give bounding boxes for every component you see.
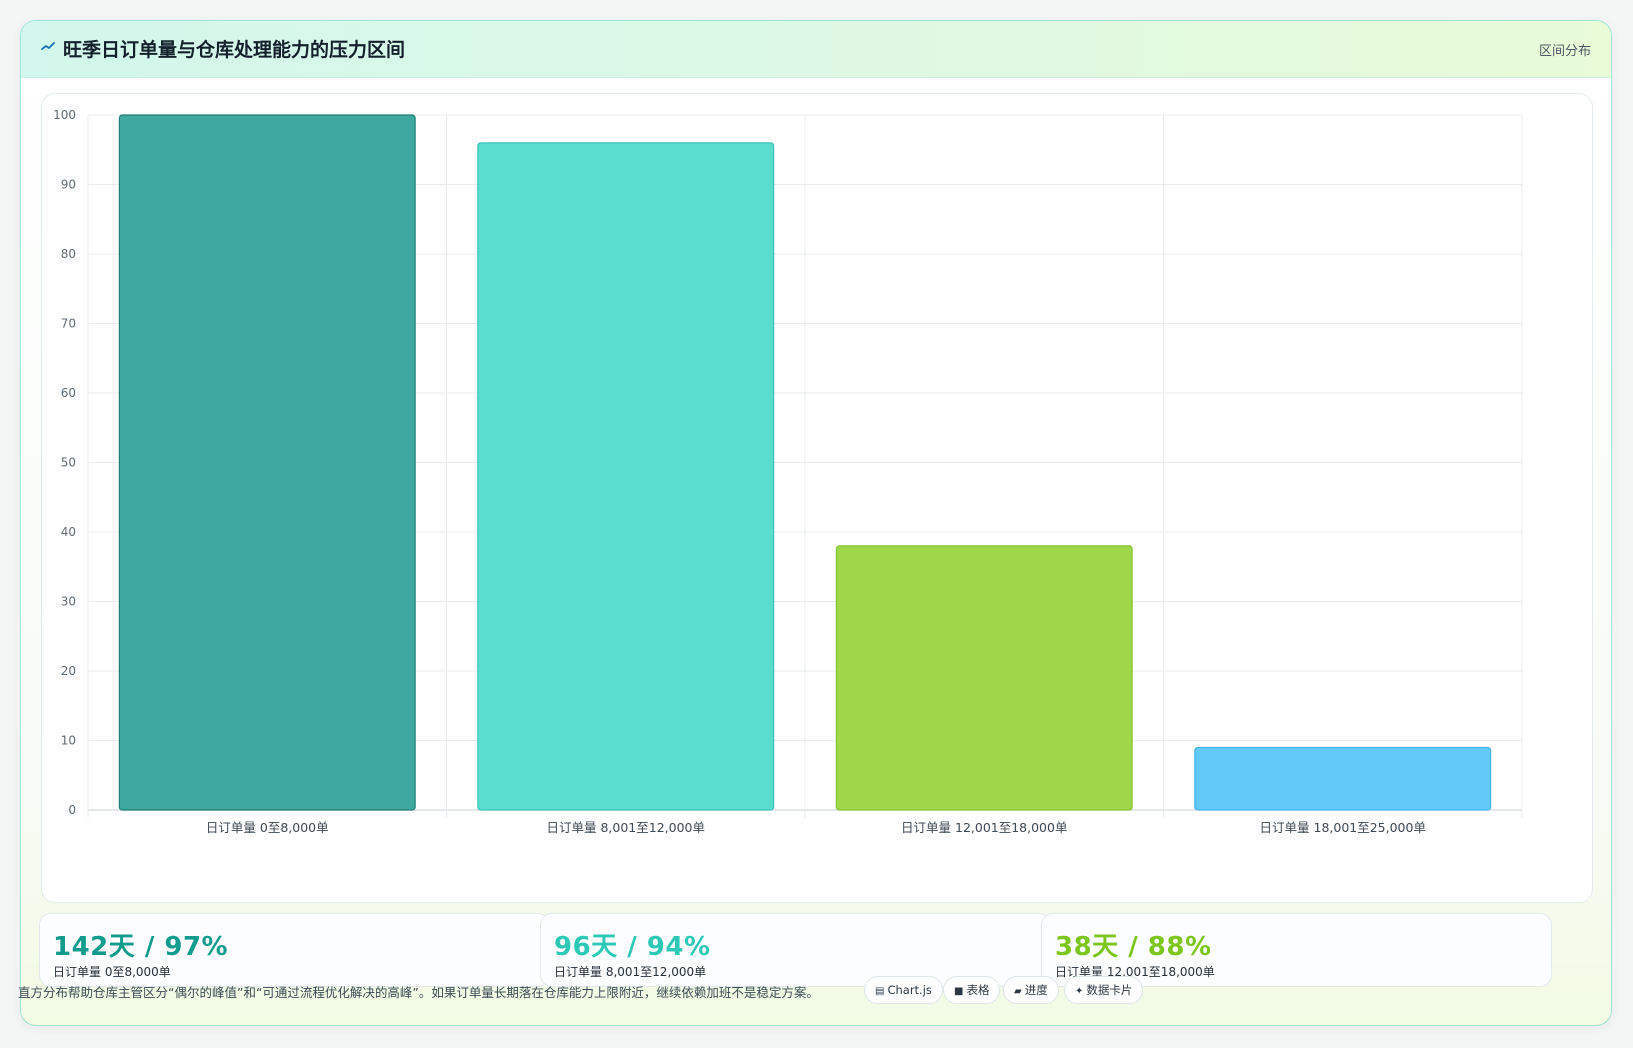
- stat-value: 142天 / 97%: [53, 932, 229, 962]
- y-tick-label: 50: [61, 456, 76, 470]
- y-tick-label: 30: [61, 595, 76, 609]
- bar: [477, 142, 775, 811]
- stat-label: 日订单量 0至8,000单: [53, 965, 171, 979]
- y-tick-label: 20: [61, 664, 76, 678]
- bar: [1194, 746, 1492, 811]
- y-tick-label: 100: [53, 108, 76, 122]
- stat-card-1: 96天 / 94% 日订单量 8,001至12,000单: [540, 913, 1051, 987]
- y-tick-label: 40: [61, 525, 76, 539]
- table-icon: ■: [954, 986, 964, 997]
- footnote: 直方分布帮助仓库主管区分“偶尔的峰值”和“可通过流程优化解决的高峰”。如果订单量…: [18, 985, 819, 1000]
- y-tick-label: 60: [61, 386, 76, 400]
- trend-icon: [41, 42, 55, 50]
- chip-table[interactable]: ■ 表格: [943, 976, 1001, 1004]
- chart-title: 旺季日订单量与仓库处理能力的压力区间: [63, 39, 406, 61]
- y-tick-label: 0: [68, 803, 76, 817]
- card-header: 旺季日订单量与仓库处理能力的压力区间 区间分布: [21, 21, 1611, 78]
- stat-value: 38天 / 88%: [1055, 932, 1212, 962]
- stat-label: 日订单量 12,001至18,000单: [1055, 965, 1215, 979]
- x-tick-label: 日订单量 12,001至18,000单: [901, 820, 1067, 835]
- chip-label: 表格: [966, 983, 990, 997]
- x-tick-label: 日订单量 18,001至25,000单: [1260, 820, 1426, 835]
- chart-icon: ▤: [875, 986, 885, 997]
- y-tick-label: 80: [61, 247, 76, 261]
- chip-label: Chart.js: [887, 983, 932, 997]
- dashboard-card: 旺季日订单量与仓库处理能力的压力区间 区间分布 0 10 20 30 40 50 60 70 8…: [20, 20, 1612, 1026]
- y-tick-label: 70: [61, 317, 76, 331]
- stat-card-2: 38天 / 88% 日订单量 12,001至18,000单: [1041, 913, 1552, 987]
- bar: [835, 545, 1133, 811]
- chip-label: 进度: [1024, 983, 1048, 997]
- progress-icon: ▰: [1014, 986, 1022, 997]
- x-tick-label: 日订单量 0至8,000单: [206, 820, 329, 835]
- y-tick-label: 90: [61, 178, 76, 192]
- chip-progress[interactable]: ▰ 进度: [1003, 976, 1059, 1004]
- y-tick-label: 10: [61, 734, 76, 748]
- chip-chartjs[interactable]: ▤ Chart.js: [864, 976, 943, 1004]
- stat-label: 日订单量 8,001至12,000单: [554, 965, 707, 979]
- stat-card-0: 142天 / 97% 日订单量 0至8,000单: [39, 913, 550, 987]
- chip-data-card[interactable]: ✦ 数据卡片: [1064, 976, 1144, 1004]
- sparkle-icon: ✦: [1075, 986, 1084, 997]
- header-tag: 区间分布: [1538, 44, 1591, 59]
- stat-value: 96天 / 94%: [554, 932, 711, 962]
- x-tick-label: 日订单量 8,001至12,000单: [547, 820, 706, 835]
- chart-container: 0 10 20 30 40 50 60 70 80 90 100 日订单量 0至8,000单 日订单量 …: [41, 93, 1593, 903]
- bar-chart: 0 10 20 30 40 50 60 70 80 90 100 日订单量 0至8,000单 日订单量 …: [53, 108, 1523, 835]
- bar: [118, 114, 416, 811]
- chip-label: 数据卡片: [1086, 983, 1133, 997]
